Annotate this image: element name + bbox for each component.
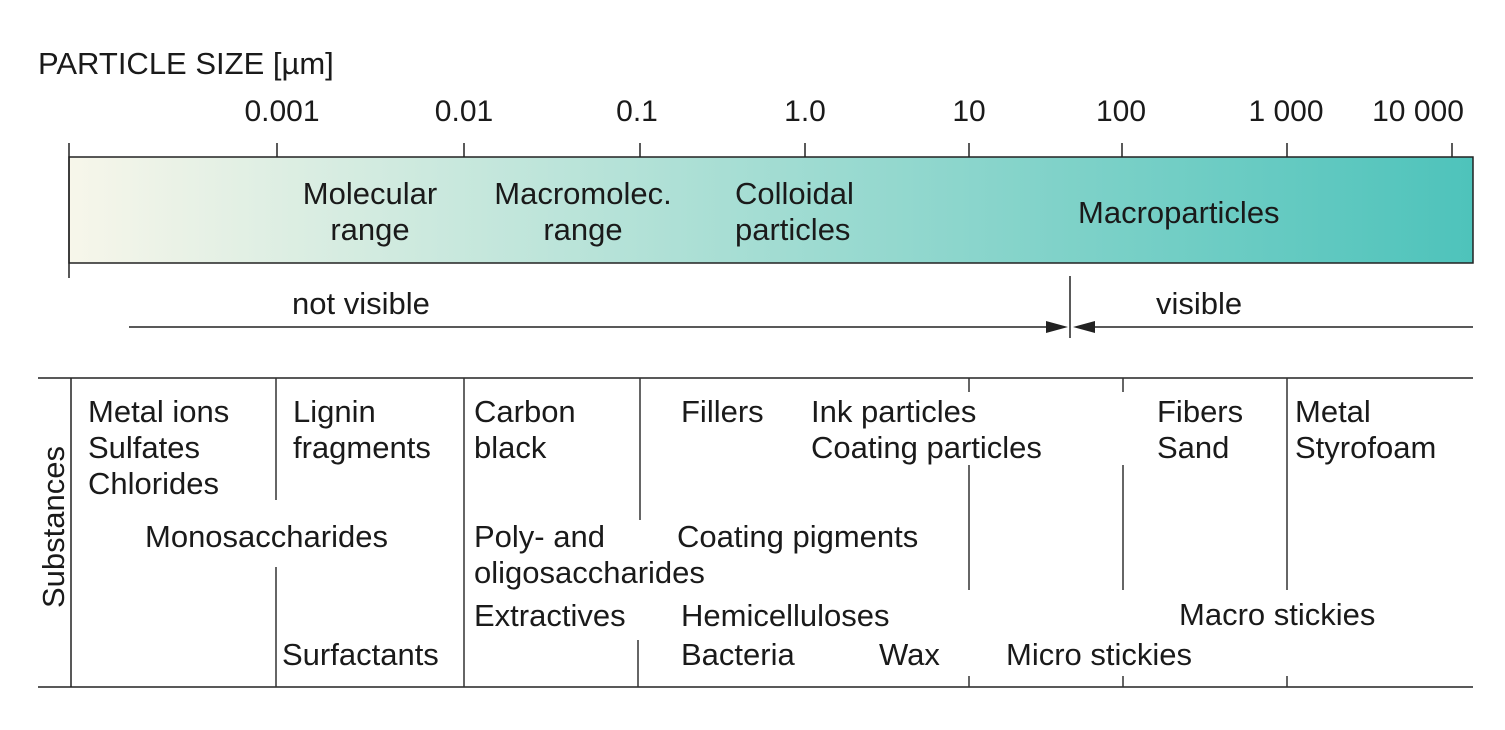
substance-item: Fibers <box>1157 394 1244 429</box>
substance-item: fragments <box>293 430 431 465</box>
substance-item: Surfactants <box>282 637 439 672</box>
substance-item: Coating particles <box>811 430 1042 465</box>
tick-label: 1.0 <box>784 95 826 128</box>
tick-label: 10 <box>952 95 986 128</box>
axis-ticks <box>276 143 1453 157</box>
colloidal-particles-label: Colloidal particles <box>735 176 854 248</box>
colloidal-particles-line: particles <box>735 212 851 247</box>
not-visible-arrowhead <box>1046 321 1068 333</box>
carbon-group: Carbon black <box>474 394 576 466</box>
tick-label: 0.1 <box>616 95 658 128</box>
fibers-group: Fibers Sand <box>1157 394 1243 466</box>
lignin-group: Lignin fragments <box>293 394 431 466</box>
substance-item: Micro stickies <box>1006 637 1193 672</box>
molecular-range-label: Molecular range <box>276 176 464 248</box>
axis-title: PARTICLE SIZE [µm] <box>38 46 334 81</box>
substance-item: black <box>474 430 547 465</box>
visible-label: visible <box>1156 286 1243 321</box>
macromolec-range-label: Macromolec. range <box>472 176 694 248</box>
not-visible-label: not visible <box>292 286 430 321</box>
substance-item: Sand <box>1157 430 1230 465</box>
substance-item: Styrofoam <box>1295 430 1437 465</box>
column-dividers <box>275 378 1288 687</box>
substance-item: Sulfates <box>88 430 201 465</box>
tick-label: 0.01 <box>434 95 494 128</box>
substance-item: Wax <box>879 637 940 672</box>
substance-item: Metal <box>1295 394 1371 429</box>
substance-item: Macro stickies <box>1179 597 1376 632</box>
polysaccharides-group: Poly- and oligosaccharides <box>474 519 705 591</box>
substance-item: Fillers <box>681 394 764 429</box>
substances-row-label: Substances <box>36 446 71 608</box>
ink-group: Ink particles Coating particles <box>811 394 1042 466</box>
substance-item: Carbon <box>474 394 576 429</box>
macromolec-range-line: range <box>543 212 623 247</box>
molecular-range-line: range <box>330 212 410 247</box>
macroparticles-label: Macroparticles <box>1078 195 1280 230</box>
substance-item: Poly- and <box>474 519 605 554</box>
substance-item: Extractives <box>474 598 626 633</box>
metal-ions-group: Metal ions Sulfates Chlorides <box>88 394 229 502</box>
substance-item: Lignin <box>293 394 376 429</box>
tick-label: 0.001 <box>244 95 320 128</box>
macromolec-range-line: Macromolec. <box>494 176 672 211</box>
colloidal-particles-line: Colloidal <box>735 176 854 211</box>
substance-item: Chlorides <box>88 466 219 501</box>
metal-group: Metal Styrofoam <box>1295 394 1436 466</box>
substance-item: oligosaccharides <box>474 555 705 590</box>
substance-item: Hemicelluloses <box>681 598 890 633</box>
size-range-band <box>68 156 1474 264</box>
molecular-range-line: Molecular <box>302 176 438 211</box>
substance-item: Ink particles <box>811 394 977 429</box>
tick-label: 10 000 <box>1372 95 1464 128</box>
substance-item: Bacteria <box>681 637 795 672</box>
tick-label: 100 <box>1095 95 1147 128</box>
substance-item: Monosaccharides <box>145 519 388 554</box>
substance-item: Metal ions <box>88 394 230 429</box>
substance-item: Coating pigments <box>677 519 919 554</box>
tick-label: 1 000 <box>1248 95 1324 128</box>
visible-arrowhead <box>1073 321 1095 333</box>
